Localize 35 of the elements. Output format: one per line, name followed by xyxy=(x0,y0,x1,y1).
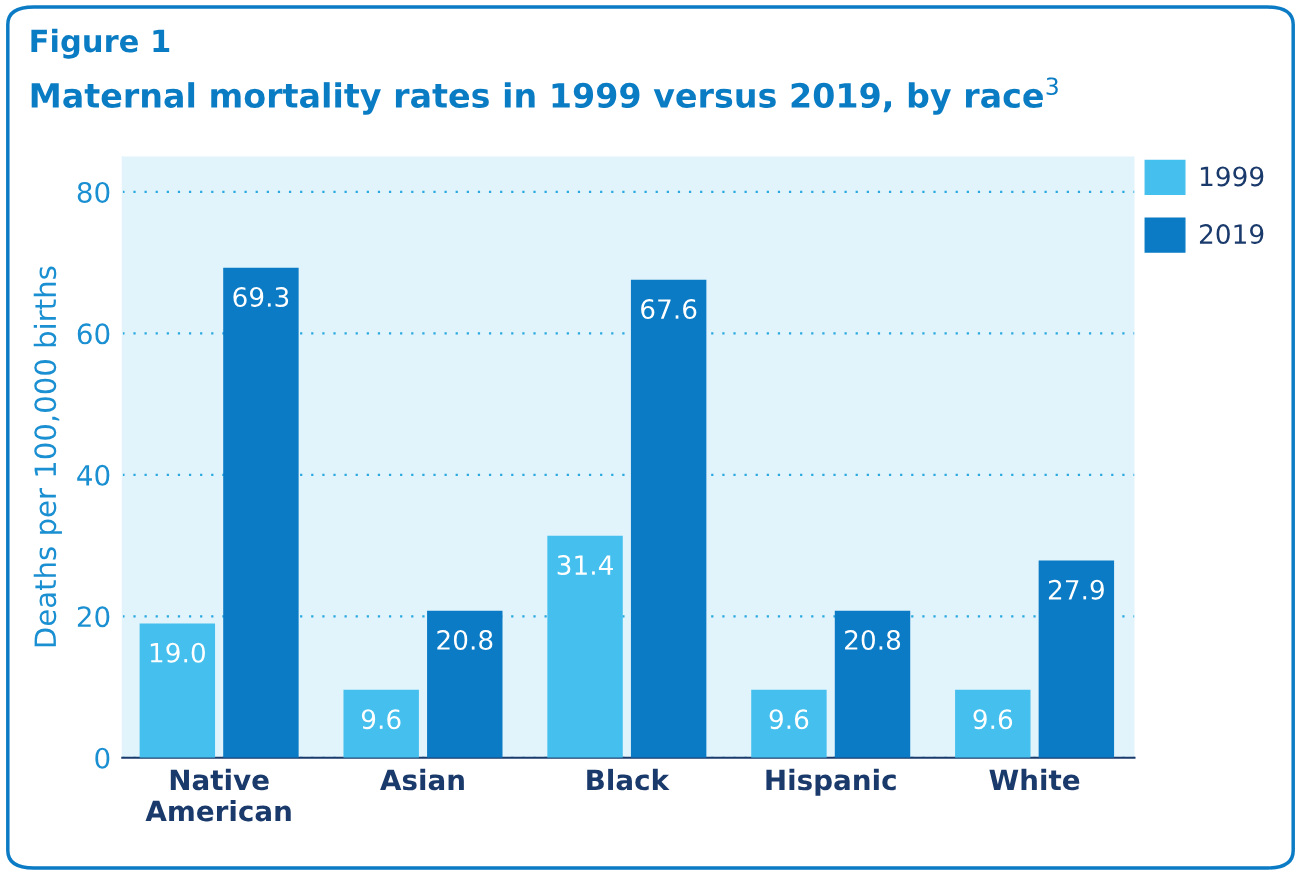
data-label: 20.8 xyxy=(845,630,901,650)
bar xyxy=(427,610,503,758)
data-label: 67.6 xyxy=(641,299,697,320)
x-tick-label: Asian xyxy=(380,768,464,791)
bar xyxy=(751,689,827,758)
data-label: 27.9 xyxy=(1048,579,1104,600)
bar xyxy=(343,689,419,758)
data-label: 9.6 xyxy=(973,709,1013,730)
bar xyxy=(139,623,216,758)
data-label: 19.0 xyxy=(150,642,205,663)
y-axis-title: Deaths per 100,000 births xyxy=(33,266,62,647)
x-tick-label: Hispanic xyxy=(766,768,896,796)
bar xyxy=(834,610,911,758)
data-label: 9.6 xyxy=(361,709,401,730)
y-tick-label: 60 xyxy=(77,323,110,345)
data-label: 9.6 xyxy=(769,709,809,730)
data-label: 69.3 xyxy=(233,287,289,307)
y-tick-label: 40 xyxy=(77,464,110,486)
y-tick-label: 0 xyxy=(95,747,110,769)
y-tick-label: 20 xyxy=(77,606,110,628)
data-label: 31.4 xyxy=(557,555,613,576)
chart-subtitle: Maternal mortality rates in 1999 versus 2019, by race$^{3}$ xyxy=(31,77,1058,115)
bar xyxy=(630,279,707,758)
x-tick-label: Black xyxy=(587,768,670,791)
bar xyxy=(955,689,1031,758)
legend-label: 1999 xyxy=(1200,166,1264,187)
chart-title: Figure 1 xyxy=(31,28,170,59)
x-tick-label: White xyxy=(989,768,1080,791)
bar xyxy=(547,535,623,758)
bar xyxy=(1038,560,1115,758)
x-tick-label: Native American xyxy=(145,768,291,822)
data-label: 20.8 xyxy=(437,630,493,650)
bar xyxy=(223,267,299,758)
legend-label: 2019 xyxy=(1199,224,1264,245)
y-tick-label: 80 xyxy=(77,181,110,203)
